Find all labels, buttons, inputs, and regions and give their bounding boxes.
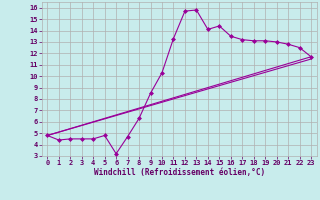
X-axis label: Windchill (Refroidissement éolien,°C): Windchill (Refroidissement éolien,°C) [94, 168, 265, 177]
